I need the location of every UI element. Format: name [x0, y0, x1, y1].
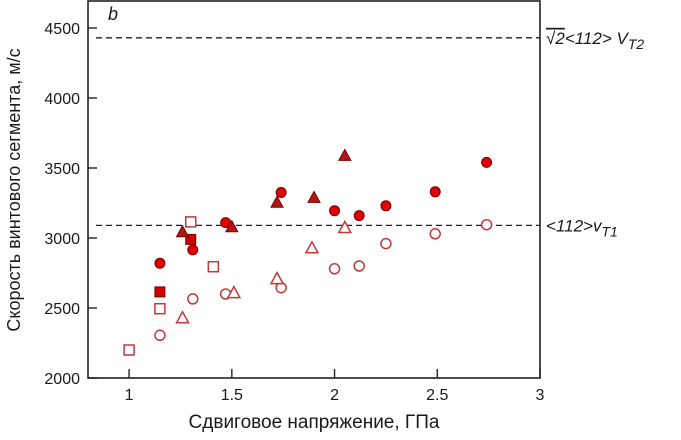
panel-label: b — [108, 4, 118, 24]
reference-lines — [96, 37, 540, 227]
open-triangle-point — [226, 285, 242, 299]
y-tick-label: 4500 — [44, 21, 80, 38]
open-circle-point — [154, 329, 166, 342]
open-triangle-point — [304, 240, 320, 254]
filled-triangle-point — [270, 195, 284, 208]
open-square-point — [154, 302, 166, 315]
open-square-point — [207, 260, 220, 273]
open-triangle-point — [337, 219, 353, 234]
x-tick-label: 3 — [536, 387, 545, 404]
filled-triangle-point — [175, 224, 190, 238]
x-axis-label: Сдвиговое напряжение, ГПа — [189, 412, 440, 433]
x-tick-label: 2 — [330, 387, 339, 404]
open-square-point — [123, 344, 135, 356]
filled-circle-point — [429, 186, 441, 198]
plot-frame — [87, 0, 541, 379]
open-circle-point — [187, 293, 199, 305]
y-tick-label: 2000 — [44, 371, 80, 388]
filled-circle-point — [353, 210, 365, 222]
filled-triangle-point — [307, 190, 321, 203]
open-square-point — [184, 216, 197, 228]
filled-circle-point — [154, 257, 166, 269]
y-axis-label: Скорость винтового сегмента, м/с — [4, 48, 24, 331]
y-tick-label: 4000 — [44, 91, 80, 108]
x-tick-label: 1 — [125, 387, 134, 404]
reference-line-label: √2<112> VT2 — [546, 29, 644, 52]
reference-line-label: <112>vT1 — [546, 216, 618, 239]
open-triangle-point — [269, 271, 285, 285]
y-tick-label: 3000 — [44, 231, 80, 248]
x-tick-label: 1.5 — [221, 387, 243, 404]
filled-square-point — [185, 233, 197, 245]
filled-triangle-point — [224, 219, 239, 233]
filled-circle-point — [275, 187, 287, 198]
axes: 1 1.5 2 2.5 3 2000 2500 3000 3500 4000 4500 — [44, 0, 545, 404]
filled-circle-point — [380, 200, 392, 212]
reference-line-labels: √2<112> VT2 <112>vT1 — [546, 29, 644, 240]
filled-circle-point — [329, 205, 341, 217]
data-points — [123, 148, 493, 356]
open-circle-point — [380, 237, 392, 250]
open-circle-point — [480, 218, 493, 231]
filled-circle-point — [481, 156, 493, 168]
open-circle-point — [353, 260, 365, 272]
open-circle-point — [429, 228, 441, 240]
filled-square-point — [154, 286, 166, 298]
open-circle-point — [328, 263, 341, 275]
y-tick-label: 3500 — [44, 161, 80, 178]
open-triangle-point — [175, 310, 190, 324]
y-tick-label: 2500 — [44, 301, 80, 318]
filled-circle-point — [187, 244, 199, 256]
x-tick-label: 2.5 — [426, 387, 448, 404]
filled-triangle-point — [337, 148, 352, 161]
